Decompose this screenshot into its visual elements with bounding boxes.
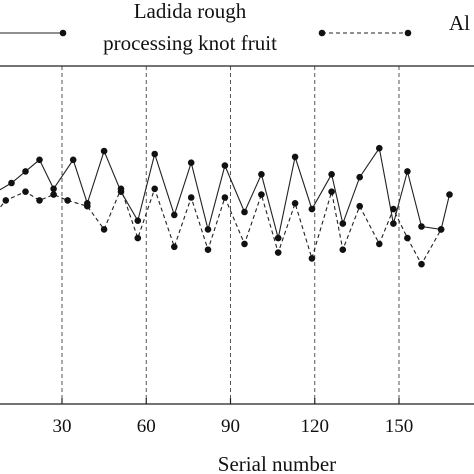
series-1-point-16	[241, 208, 248, 216]
tick-label-120: 120	[301, 416, 330, 437]
x-axis-ticks: 30 60 90 120 150	[53, 398, 414, 437]
series-1-point-13	[187, 159, 195, 166]
legend-label-solid-line2: processing knot fruit	[103, 31, 277, 55]
series-2-point-19	[291, 200, 299, 207]
series-1-point-15	[221, 162, 229, 169]
series-2-point-9	[117, 185, 125, 193]
series-line-1	[0, 146, 451, 239]
series-1-point-19	[291, 153, 299, 161]
tick-label-60: 60	[137, 416, 156, 437]
series-1-point-4	[36, 156, 43, 164]
series-2-point-15	[221, 194, 229, 201]
legend-marker-dashed-left	[318, 29, 326, 37]
series-1-point-10	[134, 217, 142, 224]
series-line-2	[0, 187, 442, 266]
tick-label-90: 90	[221, 416, 240, 437]
series-1-point-21	[328, 171, 335, 178]
series-2-point-12	[171, 243, 178, 251]
plot-frame	[0, 65, 474, 405]
legend-marker-dashed-right	[404, 29, 412, 37]
series-1-point-14	[204, 226, 212, 233]
series-1-point-24	[376, 144, 383, 152]
series-2-point-5	[50, 191, 57, 198]
series-1-point-2	[8, 179, 15, 187]
series-1-point-6	[69, 156, 77, 164]
series-2-point-28	[437, 226, 445, 233]
series-2-point-6	[64, 197, 71, 204]
series-2-point-25	[390, 205, 397, 213]
series-2-point-10	[134, 234, 142, 242]
tick-label-30: 30	[53, 416, 72, 437]
series-2-point-3	[22, 188, 29, 195]
series-1-point-23	[356, 173, 364, 181]
series-2-point-2	[2, 197, 10, 204]
series-2-point-20	[308, 255, 316, 262]
vertical-gridlines	[61, 66, 400, 404]
legend: Ladida rough processing knot fruit Al	[0, 0, 470, 55]
series-layer	[0, 144, 453, 268]
series-1-point-12	[171, 211, 178, 219]
series-1-point-18	[274, 234, 282, 242]
series-1-point-8	[100, 147, 108, 155]
series-1-point-5	[50, 185, 57, 193]
series-1-point-11	[151, 150, 158, 158]
series-1-point-26	[404, 168, 411, 175]
series-1-point-29	[446, 191, 453, 198]
series-2-point-26	[404, 234, 411, 242]
series-2-point-17	[258, 191, 265, 198]
series-1-point-20	[308, 205, 316, 213]
series-1-point-17	[258, 171, 265, 178]
series-2-point-18	[274, 249, 282, 256]
series-1-point-3	[22, 168, 29, 175]
series-2-point-23	[356, 202, 364, 210]
series-1-point-27	[418, 223, 425, 230]
series-1-point-25	[390, 220, 397, 227]
series-2-point-4	[36, 197, 43, 204]
legend-label-dashed: Al	[449, 11, 470, 35]
series-2-point-24	[376, 240, 383, 248]
series-2-point-13	[187, 194, 195, 201]
series-2-point-22	[339, 246, 347, 253]
series-2-point-16	[241, 240, 248, 248]
series-2-point-8	[100, 226, 108, 233]
series-2-point-11	[151, 185, 158, 193]
series-2-point-14	[204, 246, 212, 253]
series-2-point-7	[84, 202, 91, 210]
x-axis-title: Serial number	[218, 452, 336, 474]
series-1-point-22	[339, 220, 347, 227]
legend-marker-solid	[59, 29, 67, 37]
tick-label-150: 150	[385, 416, 414, 437]
series-2-point-21	[328, 188, 335, 195]
legend-label-solid-line1: Ladida rough	[134, 0, 247, 23]
series-2-point-27	[418, 260, 425, 268]
